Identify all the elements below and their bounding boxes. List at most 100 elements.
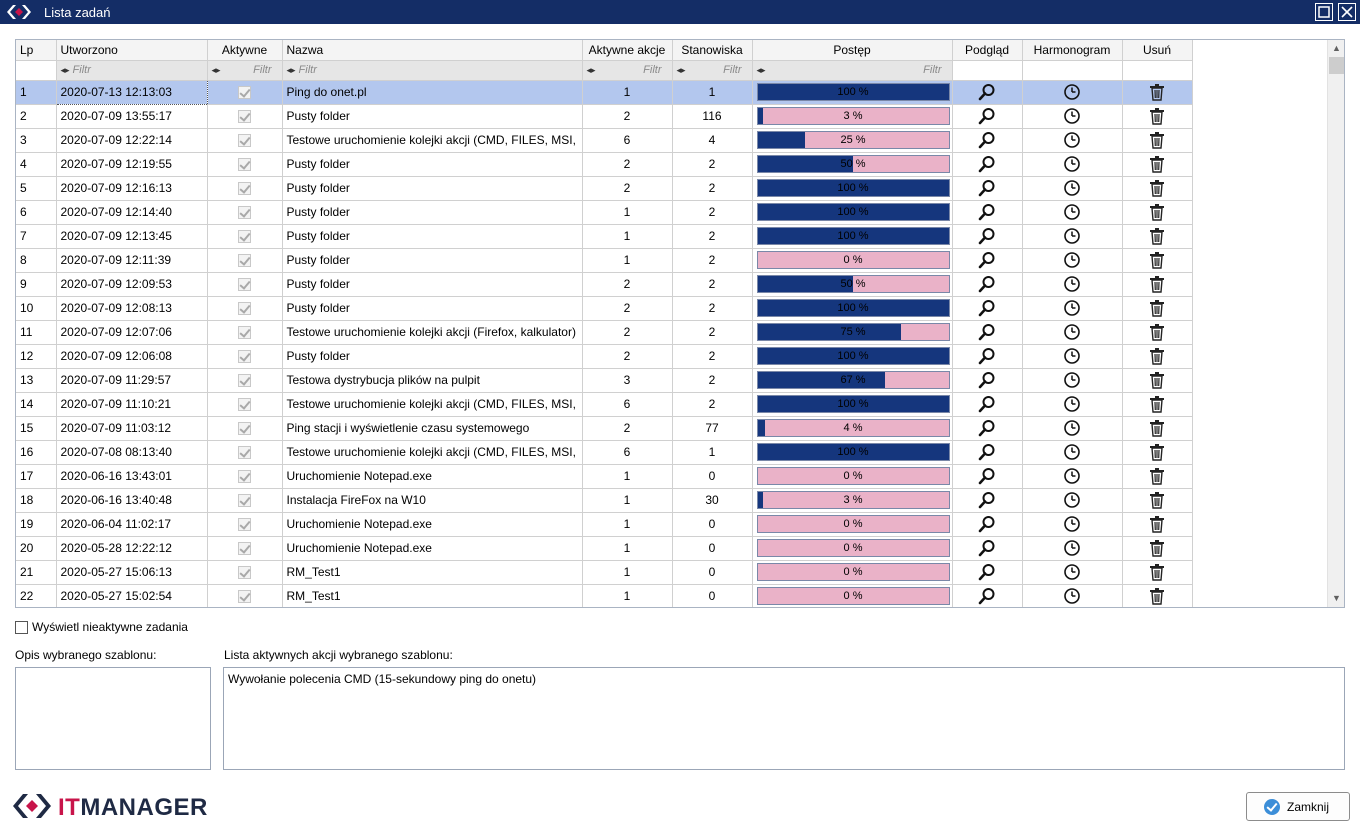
cell-name[interactable]: Pusty folder: [282, 296, 583, 321]
cell-name[interactable]: Ping do onet.pl: [282, 80, 583, 105]
cell-name[interactable]: Testowe uruchomienie kolejki akcji (Fire…: [282, 320, 583, 345]
clock-icon[interactable]: [1027, 131, 1118, 149]
cell-created[interactable]: 2020-07-09 12:19:55: [56, 152, 208, 177]
magnifier-icon[interactable]: [957, 563, 1018, 581]
actions-list-box[interactable]: Wywołanie polecenia CMD (15-sekundowy pi…: [223, 667, 1345, 770]
close-button[interactable]: Zamknij: [1246, 792, 1350, 821]
cell-name[interactable]: Pusty folder: [282, 104, 583, 129]
trash-icon[interactable]: [1127, 251, 1188, 269]
trash-icon[interactable]: [1127, 419, 1188, 437]
maximize-button[interactable]: [1315, 3, 1333, 21]
clock-icon[interactable]: [1027, 467, 1118, 485]
magnifier-icon[interactable]: [957, 131, 1018, 149]
clock-icon[interactable]: [1027, 227, 1118, 245]
clock-icon[interactable]: [1027, 347, 1118, 365]
filter-active[interactable]: ◂▸ Filtr: [207, 60, 283, 81]
filter-operator-icon[interactable]: ◂▸: [211, 65, 221, 75]
filter-operator-icon[interactable]: ◂▸: [60, 65, 70, 75]
clock-icon[interactable]: [1027, 203, 1118, 221]
trash-icon[interactable]: [1127, 299, 1188, 317]
show-inactive-option[interactable]: Wyświetl nieaktywne zadania: [15, 620, 188, 636]
filter-stations[interactable]: ◂▸ Filtr: [672, 60, 753, 81]
magnifier-icon[interactable]: [957, 347, 1018, 365]
cell-name[interactable]: Pusty folder: [282, 224, 583, 249]
trash-icon[interactable]: [1127, 515, 1188, 533]
trash-icon[interactable]: [1127, 539, 1188, 557]
cell-created[interactable]: 2020-05-27 15:02:54: [56, 584, 208, 607]
table-row[interactable]: 22 2020-05-27 15:02:54 RM_Test1 1 0 0 %: [16, 584, 1193, 607]
cell-created[interactable]: 2020-07-09 11:29:57: [56, 368, 208, 393]
clock-icon[interactable]: [1027, 107, 1118, 125]
cell-name[interactable]: Pusty folder: [282, 176, 583, 201]
filter-operator-icon[interactable]: ◂▸: [676, 65, 686, 75]
clock-icon[interactable]: [1027, 179, 1118, 197]
cell-created[interactable]: 2020-07-09 12:08:13: [56, 296, 208, 321]
cell-created[interactable]: 2020-07-09 12:07:06: [56, 320, 208, 345]
magnifier-icon[interactable]: [957, 539, 1018, 557]
trash-icon[interactable]: [1127, 275, 1188, 293]
col-header-delete[interactable]: Usuń: [1122, 40, 1193, 61]
magnifier-icon[interactable]: [957, 323, 1018, 341]
col-header-progress[interactable]: Postęp: [752, 40, 953, 61]
cell-created[interactable]: 2020-07-09 11:10:21: [56, 392, 208, 417]
trash-icon[interactable]: [1127, 227, 1188, 245]
trash-icon[interactable]: [1127, 347, 1188, 365]
cell-created[interactable]: 2020-05-27 15:06:13: [56, 560, 208, 585]
clock-icon[interactable]: [1027, 251, 1118, 269]
magnifier-icon[interactable]: [957, 275, 1018, 293]
table-row[interactable]: 9 2020-07-09 12:09:53 Pusty folder 2 2 50 %: [16, 272, 1193, 297]
table-row[interactable]: 5 2020-07-09 12:16:13 Pusty folder 2 2 100 %: [16, 176, 1193, 201]
scroll-down-icon[interactable]: ▼: [1332, 593, 1341, 603]
trash-icon[interactable]: [1127, 107, 1188, 125]
clock-icon[interactable]: [1027, 275, 1118, 293]
clock-icon[interactable]: [1027, 515, 1118, 533]
table-row[interactable]: 1 2020-07-13 12:13:03 Ping do onet.pl 1 1 100…: [16, 79, 1193, 105]
table-row[interactable]: 11 2020-07-09 12:07:06 Testowe uruchomieni…: [16, 320, 1193, 345]
clock-icon[interactable]: [1027, 371, 1118, 389]
vertical-scrollbar[interactable]: ▲ ▼: [1327, 40, 1344, 607]
magnifier-icon[interactable]: [957, 419, 1018, 437]
scroll-thumb[interactable]: [1329, 57, 1344, 74]
magnifier-icon[interactable]: [957, 299, 1018, 317]
cell-created[interactable]: 2020-07-09 12:13:45: [56, 224, 208, 249]
cell-created[interactable]: 2020-07-09 12:06:08: [56, 344, 208, 369]
filter-created[interactable]: ◂▸ Filtr: [56, 60, 208, 81]
filter-operator-icon[interactable]: ◂▸: [586, 65, 596, 75]
table-row[interactable]: 20 2020-05-28 12:22:12 Uruchomienie Notepa…: [16, 536, 1193, 561]
trash-icon[interactable]: [1127, 395, 1188, 413]
magnifier-icon[interactable]: [957, 179, 1018, 197]
magnifier-icon[interactable]: [957, 515, 1018, 533]
description-box[interactable]: [15, 667, 211, 770]
col-header-active[interactable]: Aktywne: [207, 40, 283, 61]
table-row[interactable]: 21 2020-05-27 15:06:13 RM_Test1 1 0 0 %: [16, 560, 1193, 585]
magnifier-icon[interactable]: [957, 83, 1018, 101]
scroll-up-icon[interactable]: ▲: [1332, 43, 1341, 53]
cell-created[interactable]: 2020-07-08 08:13:40: [56, 440, 208, 465]
clock-icon[interactable]: [1027, 299, 1118, 317]
table-row[interactable]: 3 2020-07-09 12:22:14 Testowe uruchomienie…: [16, 128, 1193, 153]
cell-name[interactable]: Pusty folder: [282, 344, 583, 369]
table-row[interactable]: 8 2020-07-09 12:11:39 Pusty folder 1 2 0 %: [16, 248, 1193, 273]
cell-name[interactable]: Testowe uruchomienie kolejki akcji (CMD,…: [282, 392, 583, 417]
clock-icon[interactable]: [1027, 419, 1118, 437]
clock-icon[interactable]: [1027, 491, 1118, 509]
cell-name[interactable]: Uruchomienie Notepad.exe: [282, 536, 583, 561]
col-header-name[interactable]: Nazwa: [282, 40, 583, 61]
col-header-schedule[interactable]: Harmonogram: [1022, 40, 1123, 61]
table-row[interactable]: 15 2020-07-09 11:03:12 Ping stacji i wyświ…: [16, 416, 1193, 441]
filter-name[interactable]: ◂▸ Filtr: [282, 60, 583, 81]
cell-name[interactable]: Instalacja FireFox na W10: [282, 488, 583, 513]
col-header-stations[interactable]: Stanowiska: [672, 40, 753, 61]
cell-name[interactable]: Ping stacji i wyświetlenie czasu systemo…: [282, 416, 583, 441]
filter-active-actions[interactable]: ◂▸ Filtr: [582, 60, 673, 81]
trash-icon[interactable]: [1127, 179, 1188, 197]
cell-name[interactable]: Pusty folder: [282, 248, 583, 273]
col-header-lp[interactable]: Lp: [16, 40, 57, 61]
cell-created[interactable]: 2020-06-04 11:02:17: [56, 512, 208, 537]
clock-icon[interactable]: [1027, 83, 1118, 101]
col-header-created[interactable]: Utworzono: [56, 40, 208, 61]
trash-icon[interactable]: [1127, 83, 1188, 101]
close-window-button[interactable]: [1338, 3, 1356, 21]
trash-icon[interactable]: [1127, 371, 1188, 389]
table-row[interactable]: 14 2020-07-09 11:10:21 Testowe uruchomieni…: [16, 392, 1193, 417]
